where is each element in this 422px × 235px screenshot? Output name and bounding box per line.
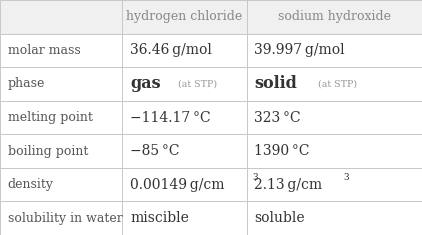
Text: sodium hydroxide: sodium hydroxide	[278, 10, 391, 23]
Bar	[122, 67, 247, 101]
Text: −114.17 °C: −114.17 °C	[130, 110, 211, 125]
Bar	[122, 201, 247, 235]
Bar	[247, 168, 422, 201]
Text: 0.00149 g/cm: 0.00149 g/cm	[130, 178, 225, 192]
Text: 3: 3	[253, 173, 258, 182]
Text: hydrogen chloride: hydrogen chloride	[127, 10, 243, 23]
Text: soluble: soluble	[254, 211, 305, 225]
Bar	[122, 168, 247, 201]
Text: 1390 °C: 1390 °C	[254, 144, 310, 158]
Bar	[0, 101, 122, 134]
Text: 323 °C: 323 °C	[254, 110, 301, 125]
Text: solid: solid	[254, 75, 298, 92]
Bar	[247, 201, 422, 235]
Text: boiling point: boiling point	[8, 145, 88, 158]
Bar	[247, 0, 422, 34]
Text: −85 °C: −85 °C	[130, 144, 179, 158]
Bar	[0, 134, 122, 168]
Text: 2.13 g/cm: 2.13 g/cm	[254, 178, 322, 192]
Text: 39.997 g/mol: 39.997 g/mol	[254, 43, 345, 57]
Text: 3: 3	[343, 173, 349, 182]
Text: (at STP): (at STP)	[175, 79, 216, 88]
Bar	[122, 134, 247, 168]
Bar	[0, 201, 122, 235]
Bar	[0, 34, 122, 67]
Text: gas: gas	[130, 75, 161, 92]
Bar	[0, 0, 122, 34]
Bar	[0, 67, 122, 101]
Text: phase: phase	[8, 77, 45, 90]
Text: miscible: miscible	[130, 211, 189, 225]
Bar	[122, 34, 247, 67]
Bar	[122, 101, 247, 134]
Text: (at STP): (at STP)	[315, 79, 357, 88]
Text: melting point: melting point	[8, 111, 92, 124]
Bar	[247, 101, 422, 134]
Bar	[247, 134, 422, 168]
Bar	[122, 0, 247, 34]
Text: density: density	[8, 178, 54, 191]
Text: 36.46 g/mol: 36.46 g/mol	[130, 43, 212, 57]
Bar	[247, 67, 422, 101]
Bar	[247, 34, 422, 67]
Bar	[0, 168, 122, 201]
Text: molar mass: molar mass	[8, 44, 80, 57]
Text: solubility in water: solubility in water	[8, 212, 122, 225]
